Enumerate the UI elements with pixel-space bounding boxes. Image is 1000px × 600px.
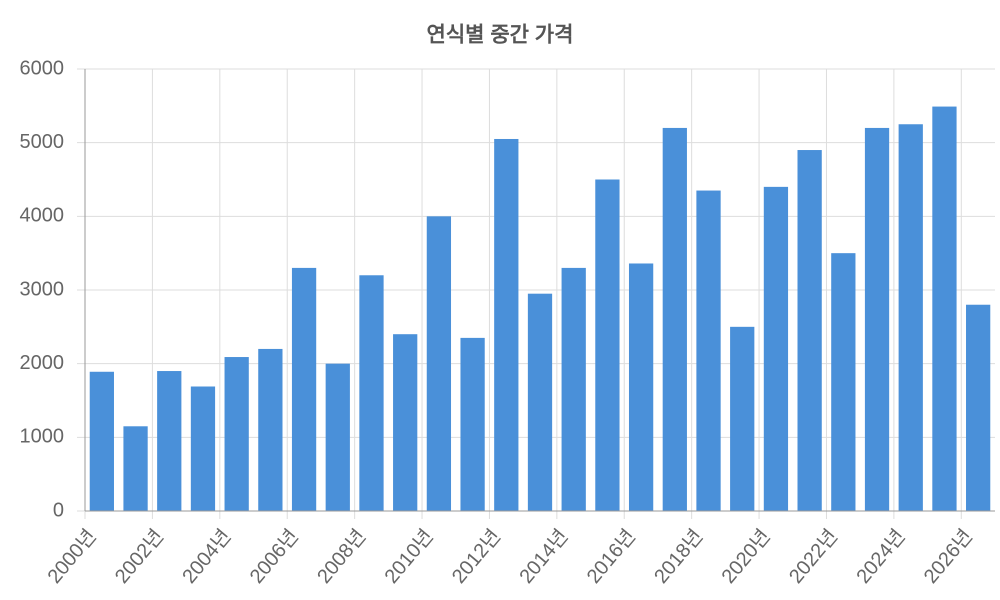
chart-title: 연식별 중간 가격 bbox=[427, 24, 574, 47]
x-tick-label: 2022년 bbox=[784, 525, 842, 588]
bar bbox=[123, 426, 148, 511]
x-tick-label: 2016년 bbox=[582, 525, 640, 588]
bar bbox=[932, 106, 957, 511]
bar bbox=[258, 348, 283, 511]
x-tick-label: 2000년 bbox=[43, 525, 101, 588]
x-tick-label: 2020년 bbox=[717, 525, 775, 588]
bar bbox=[831, 253, 856, 511]
bar bbox=[898, 124, 923, 511]
bar bbox=[628, 263, 654, 511]
y-tick-label: 0 bbox=[53, 499, 64, 521]
bar bbox=[393, 334, 418, 511]
bar bbox=[190, 386, 216, 511]
bar bbox=[966, 304, 991, 511]
bar bbox=[157, 371, 182, 511]
y-tick-label: 1000 bbox=[20, 426, 65, 448]
bar bbox=[797, 150, 822, 512]
bar bbox=[426, 216, 452, 512]
y-tick-label: 5000 bbox=[20, 131, 65, 153]
bar bbox=[460, 337, 485, 511]
x-tick-label: 2006년 bbox=[245, 525, 303, 588]
x-tick-label: 2010년 bbox=[380, 525, 438, 588]
x-tick-label: 2026년 bbox=[919, 525, 977, 588]
bar bbox=[494, 138, 519, 511]
bar bbox=[359, 275, 384, 511]
bar bbox=[763, 186, 789, 511]
x-tick-label: 2018년 bbox=[649, 525, 707, 588]
x-tick-label: 2014년 bbox=[515, 525, 573, 588]
y-tick-label: 3000 bbox=[20, 278, 65, 300]
bar bbox=[325, 363, 350, 511]
bar bbox=[595, 179, 620, 511]
x-tick-label: 2012년 bbox=[447, 525, 505, 588]
x-tick-label: 2008년 bbox=[312, 525, 370, 588]
bar bbox=[527, 293, 553, 511]
x-tick-label: 2002년 bbox=[110, 525, 168, 588]
bar bbox=[224, 357, 249, 511]
y-tick-label: 4000 bbox=[20, 205, 65, 227]
x-tick-label: 2024년 bbox=[852, 525, 910, 588]
bar bbox=[291, 267, 317, 511]
bar bbox=[696, 190, 721, 512]
y-tick-label: 2000 bbox=[20, 352, 65, 374]
bar bbox=[864, 127, 890, 511]
bar bbox=[561, 267, 586, 511]
bar bbox=[662, 127, 687, 511]
y-tick-label: 6000 bbox=[20, 57, 65, 79]
bar bbox=[730, 326, 755, 511]
bar bbox=[89, 371, 114, 511]
x-tick-label: 2004년 bbox=[178, 525, 236, 588]
